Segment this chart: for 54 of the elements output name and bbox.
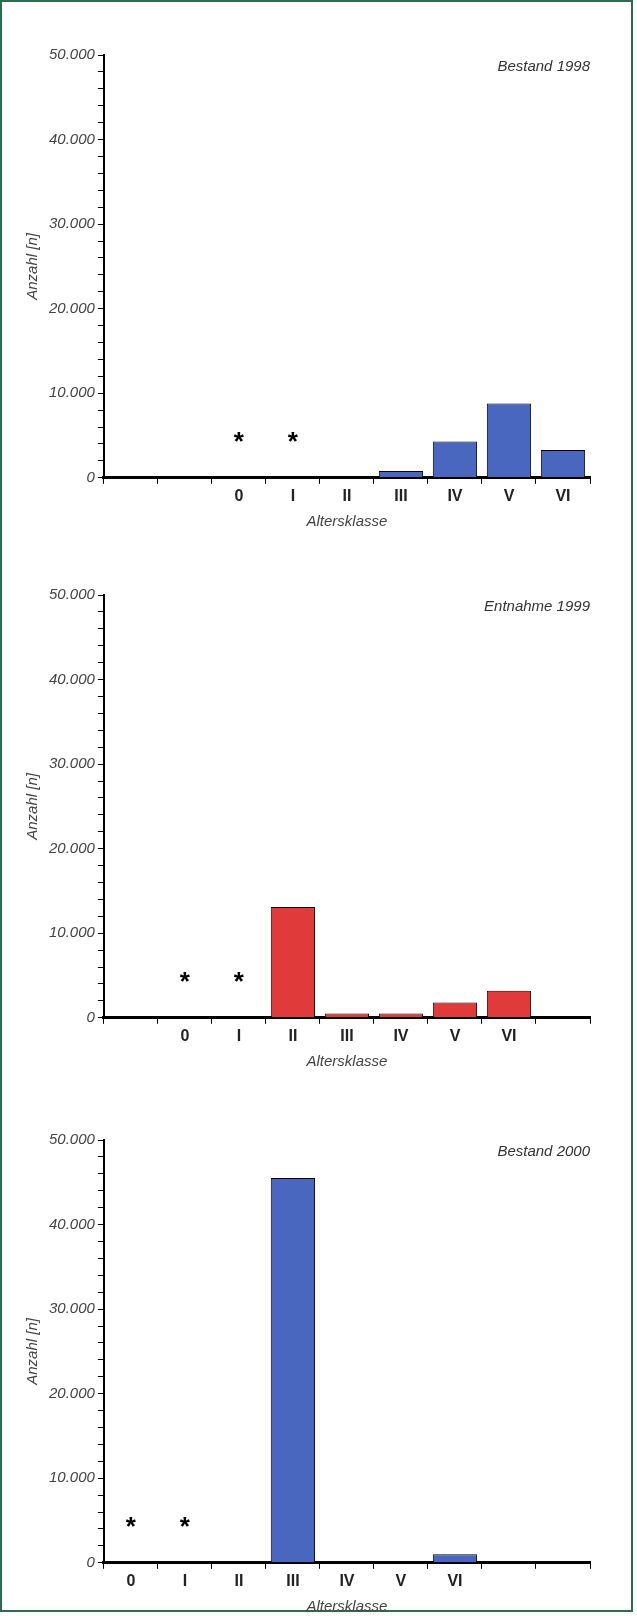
y-tick-label: 30.000	[48, 754, 96, 772]
x-tick-label: II	[234, 1571, 244, 1589]
annotation: *	[233, 425, 245, 456]
y-tick-label: 20.000	[47, 1383, 96, 1401]
x-tick-label: V	[395, 1571, 407, 1589]
chart-title: Bestand 2000	[497, 1141, 591, 1159]
chart-title: Entnahme 1999	[484, 596, 591, 614]
y-tick-label: 20.000	[47, 838, 96, 856]
x-tick-label: 0	[234, 486, 244, 504]
y-tick-label: 0	[86, 467, 96, 485]
x-tick-label: I	[182, 1571, 188, 1589]
x-tick-label: III	[340, 1026, 354, 1044]
y-axis-title: Anzahl [n]	[23, 1317, 41, 1386]
x-tick-label: I	[290, 486, 296, 504]
y-axis-title: Anzahl [n]	[23, 772, 41, 841]
annotation: *	[287, 425, 299, 456]
annotation: *	[179, 965, 191, 996]
y-axis-title: Anzahl [n]	[23, 232, 41, 301]
x-axis-title: Altersklasse	[305, 1597, 388, 1615]
y-tick-label: 30.000	[48, 1299, 96, 1317]
annotation: *	[233, 965, 245, 996]
x-axis-title: Altersklasse	[305, 1052, 388, 1070]
x-tick-label: VI	[555, 486, 571, 504]
x-axis-title: Altersklasse	[305, 512, 388, 530]
y-tick-label: 30.000	[48, 214, 96, 232]
x-tick-label: III	[286, 1571, 300, 1589]
x-tick-label: IV	[339, 1571, 355, 1589]
y-tick-label: 40.000	[48, 669, 96, 687]
y-tick-label: 50.000	[48, 1130, 96, 1148]
y-tick-label: 0	[86, 1552, 96, 1570]
annotation: *	[125, 1510, 137, 1541]
x-tick-label: I	[236, 1026, 242, 1044]
y-tick-label: 40.000	[48, 1214, 96, 1232]
y-tick-label: 0	[86, 1007, 96, 1025]
x-tick-label: 0	[180, 1026, 190, 1044]
y-tick-label: 40.000	[48, 129, 96, 147]
x-tick-label: 0	[126, 1571, 136, 1589]
y-tick-label: 10.000	[48, 923, 96, 941]
x-tick-label: VI	[447, 1571, 463, 1589]
x-tick-label: IV	[447, 486, 463, 504]
annotation: *	[179, 1510, 191, 1541]
x-tick-label: III	[394, 486, 408, 504]
x-tick-label: IV	[393, 1026, 409, 1044]
x-tick-label: V	[503, 486, 515, 504]
chart-title: Bestand 1998	[497, 56, 591, 74]
y-tick-label: 10.000	[48, 1468, 96, 1486]
x-tick-label: II	[342, 486, 352, 504]
x-tick-label: VI	[501, 1026, 517, 1044]
y-tick-label: 10.000	[48, 383, 96, 401]
y-tick-label: 50.000	[48, 45, 96, 63]
x-tick-label: II	[288, 1026, 298, 1044]
y-tick-label: 20.000	[47, 298, 96, 316]
x-tick-label: V	[449, 1026, 461, 1044]
y-tick-label: 50.000	[48, 585, 96, 603]
